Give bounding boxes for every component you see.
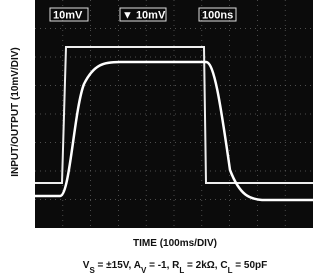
caption-text: = 2kΩ, C <box>184 260 227 271</box>
page: 10mV ▼ 10mV 100ns INPUT/OUTPUT (10mV/DIV… <box>0 0 320 277</box>
x-axis-label: TIME (100ms/DIV) <box>133 238 217 249</box>
time-scale: 100ns <box>202 10 233 22</box>
caption-text: = 50pF <box>232 260 267 271</box>
scope-figure: 10mV ▼ 10mV 100ns INPUT/OUTPUT (10mV/DIV… <box>0 0 313 277</box>
channel-2-scale: ▼ 10mV <box>122 10 166 22</box>
y-axis-label: INPUT/OUTPUT (10mV/DIV) <box>10 47 21 176</box>
caption-text: = -1, R <box>146 260 180 271</box>
caption: VS = ±15V, AV = -1, RL = 2kΩ, CL = 50pF <box>83 260 267 275</box>
channel-1-scale: 10mV <box>53 10 83 22</box>
caption-text: = ±15V, A <box>95 260 141 271</box>
